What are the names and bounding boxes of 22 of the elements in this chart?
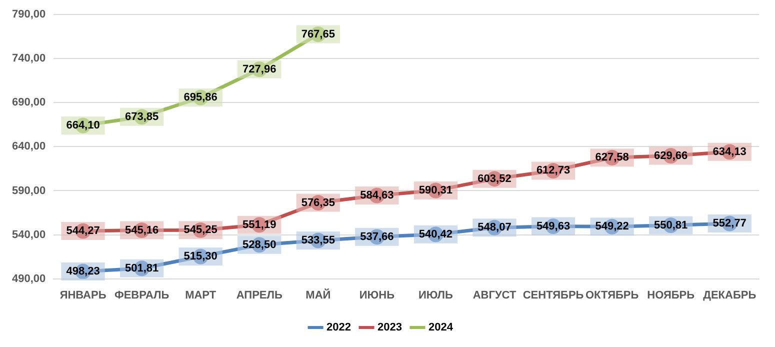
y-tick-label: 790,00 <box>12 8 46 21</box>
x-tick-label: МАЙ <box>306 288 331 302</box>
x-tick-label: АВГУСТ <box>472 289 516 302</box>
y-tick-label: 690,00 <box>12 96 46 109</box>
x-tick-label: ФЕВРАЛЬ <box>114 289 170 302</box>
x-tick-label: ДЕКАБРЬ <box>703 289 756 302</box>
y-tick-label: 490,00 <box>12 272 46 285</box>
x-tick-label: СЕНТЯБРЬ <box>522 289 584 302</box>
x-tick-label: ОКТЯБРЬ <box>585 289 639 302</box>
y-tick-label: 640,00 <box>12 140 46 153</box>
legend-label: 2024 <box>428 322 454 334</box>
x-tick-label: АПРЕЛЬ <box>236 289 282 302</box>
y-tick-label: 740,00 <box>12 52 46 65</box>
x-tick-label: ИЮЛЬ <box>418 289 454 302</box>
x-tick-label: НОЯБРЬ <box>647 289 695 302</box>
x-tick-label: ЯНВАРЬ <box>60 289 106 302</box>
legend-label: 2022 <box>326 322 352 334</box>
x-tick-label: ИЮНЬ <box>359 289 395 302</box>
x-tick-label: МАРТ <box>185 289 216 302</box>
y-tick-label: 540,00 <box>12 228 46 241</box>
y-tick-label: 590,00 <box>12 184 46 197</box>
legend-label: 2023 <box>378 322 402 334</box>
